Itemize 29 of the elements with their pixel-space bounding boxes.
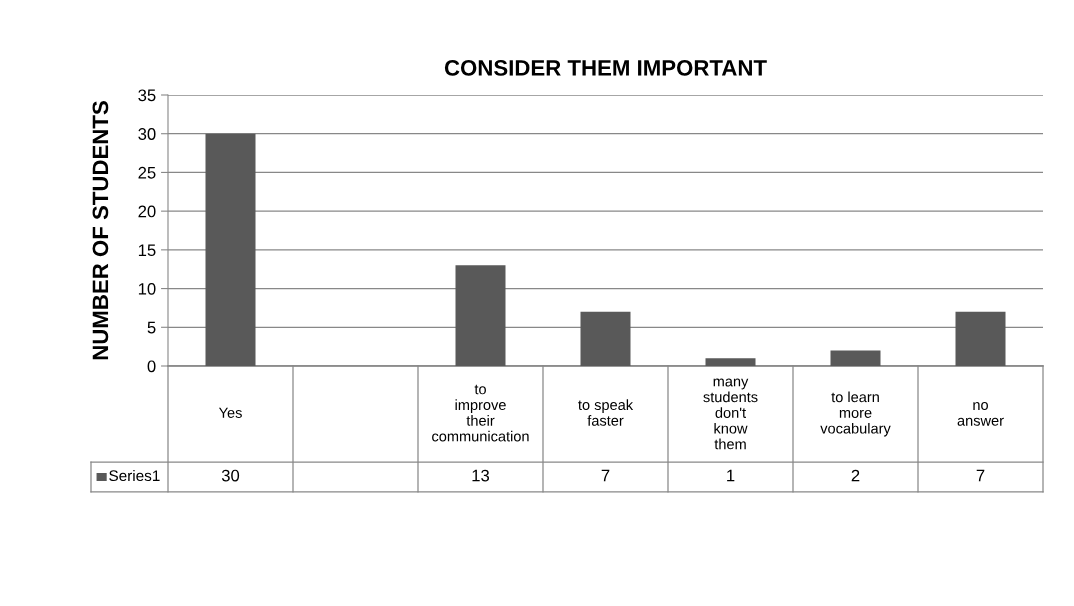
x-tick-label: to improve their communication [432, 384, 529, 442]
y-axis-title: NUMBER OF STUDENTS [92, 101, 109, 360]
y-tick-label: 10 [138, 282, 156, 295]
data-label: 30 [221, 469, 240, 482]
data-label: 7 [601, 469, 610, 482]
bar [955, 311, 1006, 366]
x-tick-label: no answer [957, 402, 1004, 426]
y-tick-label: 20 [138, 205, 156, 218]
y-tick-label: 35 [138, 89, 156, 102]
x-tick-label: many students don't know them [703, 378, 758, 450]
data-label: 2 [851, 469, 860, 482]
bar [205, 133, 256, 366]
y-tick-label: 15 [138, 244, 156, 257]
y-tick-label: 5 [147, 321, 156, 334]
bar [705, 358, 756, 366]
bar [580, 311, 631, 366]
data-label: 7 [976, 469, 985, 482]
y-tick-label: 30 [138, 128, 156, 140]
y-tick-label: 25 [138, 166, 156, 179]
x-tick-label: to learn more vocabulary [820, 391, 891, 437]
chart-title: CONSIDER THEM IMPORTANT [444, 60, 767, 76]
bar [455, 265, 506, 366]
bar [830, 350, 881, 366]
data-label: 1 [727, 469, 735, 482]
x-tick-label: to speak faster [578, 399, 634, 426]
legend-label: Series1 [109, 469, 160, 482]
data-label: 13 [472, 469, 490, 482]
x-tick-label: Yes [218, 407, 242, 418]
y-tick-label: 0 [147, 360, 156, 373]
